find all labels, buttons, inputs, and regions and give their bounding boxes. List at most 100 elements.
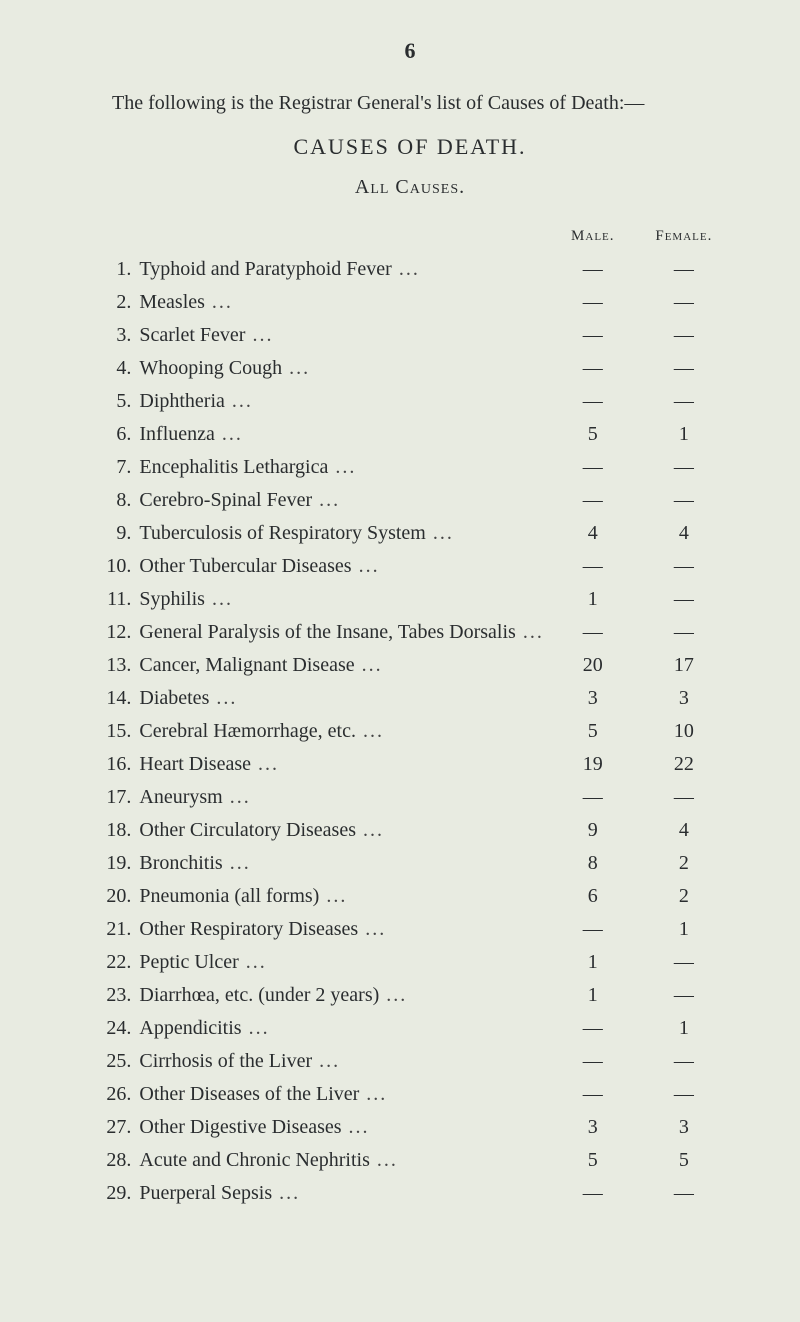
- cause-label: Peptic Ulcer ...: [135, 946, 547, 979]
- leader-dots: ...: [356, 819, 384, 841]
- leader-dots: ...: [251, 753, 279, 775]
- cause-label: Cerebro-Spinal Fever ...: [135, 484, 547, 517]
- male-value: —: [548, 913, 638, 946]
- female-value: 4: [638, 517, 730, 550]
- table-row: 1.Typhoid and Paratyphoid Fever ...——: [90, 253, 730, 286]
- table-row: 20.Pneumonia (all forms) ...62: [90, 880, 730, 913]
- cause-label: Diphtheria ...: [135, 385, 547, 418]
- row-number: 24.: [90, 1012, 135, 1045]
- leader-dots: ...: [359, 1083, 387, 1105]
- male-value: —: [548, 616, 638, 649]
- female-value: 5: [638, 1144, 730, 1177]
- male-value: —: [548, 484, 638, 517]
- female-value: —: [638, 1078, 730, 1111]
- row-number: 23.: [90, 979, 135, 1012]
- cause-label: Bronchitis ...: [135, 847, 547, 880]
- row-number: 22.: [90, 946, 135, 979]
- table-row: 8.Cerebro-Spinal Fever ...——: [90, 484, 730, 517]
- female-value: —: [638, 583, 730, 616]
- row-number: 3.: [90, 319, 135, 352]
- male-value: 5: [548, 715, 638, 748]
- female-value: —: [638, 1045, 730, 1078]
- male-value: 5: [548, 418, 638, 451]
- leader-dots: ...: [516, 621, 544, 643]
- male-value: 5: [548, 1144, 638, 1177]
- leader-dots: ...: [392, 258, 420, 280]
- leader-dots: ...: [379, 984, 407, 1006]
- female-value: 1: [638, 1012, 730, 1045]
- male-value: —: [548, 550, 638, 583]
- female-value: —: [638, 616, 730, 649]
- cause-label: Aneurysm ...: [135, 781, 547, 814]
- female-value: 10: [638, 715, 730, 748]
- cause-label: Cerebral Hæmorrhage, etc. ...: [135, 715, 547, 748]
- row-number: 25.: [90, 1045, 135, 1078]
- table-row: 28.Acute and Chronic Nephritis ...55: [90, 1144, 730, 1177]
- male-value: 1: [548, 583, 638, 616]
- row-number: 14.: [90, 682, 135, 715]
- document-subtitle: All Causes.: [90, 176, 730, 199]
- leader-dots: ...: [225, 390, 253, 412]
- leader-dots: ...: [223, 786, 251, 808]
- cause-label: Scarlet Fever ...: [135, 319, 547, 352]
- cause-label: General Paralysis of the Insane, Tabes D…: [135, 616, 547, 649]
- male-value: —: [548, 451, 638, 484]
- table-row: 4.Whooping Cough ...——: [90, 352, 730, 385]
- table-row: 29.Puerperal Sepsis ...——: [90, 1177, 730, 1210]
- row-number: 9.: [90, 517, 135, 550]
- male-value: 3: [548, 682, 638, 715]
- male-value: 4: [548, 517, 638, 550]
- table-row: 25.Cirrhosis of the Liver ...——: [90, 1045, 730, 1078]
- leader-dots: ...: [352, 555, 380, 577]
- male-value: 9: [548, 814, 638, 847]
- male-value: —: [548, 781, 638, 814]
- cause-label: Cancer, Malignant Disease ...: [135, 649, 547, 682]
- intro-text: The following is the Registrar General's…: [90, 90, 730, 116]
- table-row: 3.Scarlet Fever ...——: [90, 319, 730, 352]
- table-row: 9.Tuberculosis of Respiratory System ...…: [90, 517, 730, 550]
- table-row: 7.Encephalitis Lethargica ...——: [90, 451, 730, 484]
- female-value: 2: [638, 847, 730, 880]
- cause-label: Tuberculosis of Respiratory System ...: [135, 517, 547, 550]
- cause-label: Heart Disease ...: [135, 748, 547, 781]
- leader-dots: ...: [358, 918, 386, 940]
- cause-label: Puerperal Sepsis ...: [135, 1177, 547, 1210]
- table-row: 26.Other Diseases of the Liver ...——: [90, 1078, 730, 1111]
- cause-label: Measles ...: [135, 286, 547, 319]
- male-value: —: [548, 385, 638, 418]
- leader-dots: ...: [272, 1182, 300, 1204]
- leader-dots: ...: [215, 423, 243, 445]
- row-number: 28.: [90, 1144, 135, 1177]
- cause-label: Diabetes ...: [135, 682, 547, 715]
- table-row: 6.Influenza ...51: [90, 418, 730, 451]
- table-row: 18.Other Circulatory Diseases ...94: [90, 814, 730, 847]
- row-number: 20.: [90, 880, 135, 913]
- row-number: 6.: [90, 418, 135, 451]
- female-value: —: [638, 451, 730, 484]
- cause-label: Acute and Chronic Nephritis ...: [135, 1144, 547, 1177]
- row-number: 11.: [90, 583, 135, 616]
- leader-dots: ...: [205, 588, 233, 610]
- female-value: —: [638, 781, 730, 814]
- cause-label: Cirrhosis of the Liver ...: [135, 1045, 547, 1078]
- male-value: —: [548, 1012, 638, 1045]
- leader-dots: ...: [312, 489, 340, 511]
- table-row: 10.Other Tubercular Diseases ...——: [90, 550, 730, 583]
- leader-dots: ...: [245, 324, 273, 346]
- male-value: 6: [548, 880, 638, 913]
- leader-dots: ...: [342, 1116, 370, 1138]
- table-row: 15.Cerebral Hæmorrhage, etc. ...510: [90, 715, 730, 748]
- cause-label: Other Diseases of the Liver ...: [135, 1078, 547, 1111]
- female-value: 2: [638, 880, 730, 913]
- leader-dots: ...: [239, 951, 267, 973]
- female-value: —: [638, 979, 730, 1012]
- leader-dots: ...: [319, 885, 347, 907]
- male-value: 1: [548, 946, 638, 979]
- cause-label: Syphilis ...: [135, 583, 547, 616]
- document-title: CAUSES OF DEATH.: [90, 134, 730, 160]
- male-value: —: [548, 1177, 638, 1210]
- table-row: 23.Diarrhœa, etc. (under 2 years) ...1—: [90, 979, 730, 1012]
- female-value: 1: [638, 913, 730, 946]
- cause-label: Typhoid and Paratyphoid Fever ...: [135, 253, 547, 286]
- female-value: 3: [638, 682, 730, 715]
